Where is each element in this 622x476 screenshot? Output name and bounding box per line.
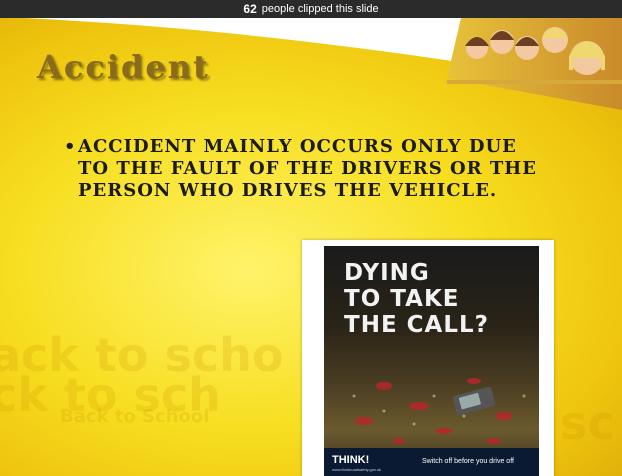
bullet-dot: •	[64, 136, 77, 157]
poster-footer: THINK! Switch off before you drive off w…	[324, 448, 539, 476]
watermark-line-3: Back to School	[60, 406, 210, 427]
poster-headline-line-2: TO TAKE	[344, 286, 460, 312]
poster-headline-line-3: THE CALL?	[344, 312, 489, 338]
children-photo	[447, 18, 622, 110]
poster-headline-line-1: DYING	[344, 260, 430, 286]
poster-website: www.thinkroadsafety.gov.uk	[332, 467, 381, 472]
watermark-line-1: ack to scho	[0, 328, 284, 382]
bullet-text: Accident mainly occurs only due to the f…	[78, 136, 538, 201]
slide: Accident • Accident mainly occurs only d…	[0, 18, 622, 476]
slide-title: Accident	[37, 48, 210, 86]
road-safety-poster: DYING TO TAKE THE CALL? THINK! Switch of…	[302, 240, 554, 476]
clip-count: 62	[243, 2, 257, 16]
road-debris-illustration	[352, 378, 526, 444]
think-logo: THINK!	[332, 454, 370, 466]
poster-tagline: Switch off before you drive off	[422, 458, 514, 465]
clip-count-label: people clipped this slide	[261, 3, 379, 15]
watermark-line-4: sc	[560, 396, 615, 450]
clip-count-bar: 62 people clipped this slide	[0, 0, 622, 18]
phone-icon	[452, 386, 496, 416]
bullet-point: • Accident mainly occurs only due to the…	[64, 136, 548, 202]
poster-image: DYING TO TAKE THE CALL? THINK! Switch of…	[324, 246, 539, 476]
poster-headline: DYING TO TAKE THE CALL?	[344, 260, 489, 338]
watermark-line-2: ck to sch	[0, 368, 221, 422]
